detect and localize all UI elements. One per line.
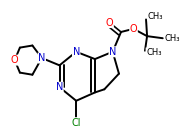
Text: O: O xyxy=(130,24,137,34)
Text: Cl: Cl xyxy=(71,118,81,128)
Text: CH₃: CH₃ xyxy=(146,48,161,57)
Text: N: N xyxy=(109,47,116,57)
Text: N: N xyxy=(73,47,80,57)
Text: O: O xyxy=(11,55,18,65)
Text: CH₃: CH₃ xyxy=(165,34,180,43)
Text: N: N xyxy=(56,82,63,92)
Text: O: O xyxy=(106,18,113,28)
Text: N: N xyxy=(38,53,46,63)
Text: CH₃: CH₃ xyxy=(148,12,163,21)
